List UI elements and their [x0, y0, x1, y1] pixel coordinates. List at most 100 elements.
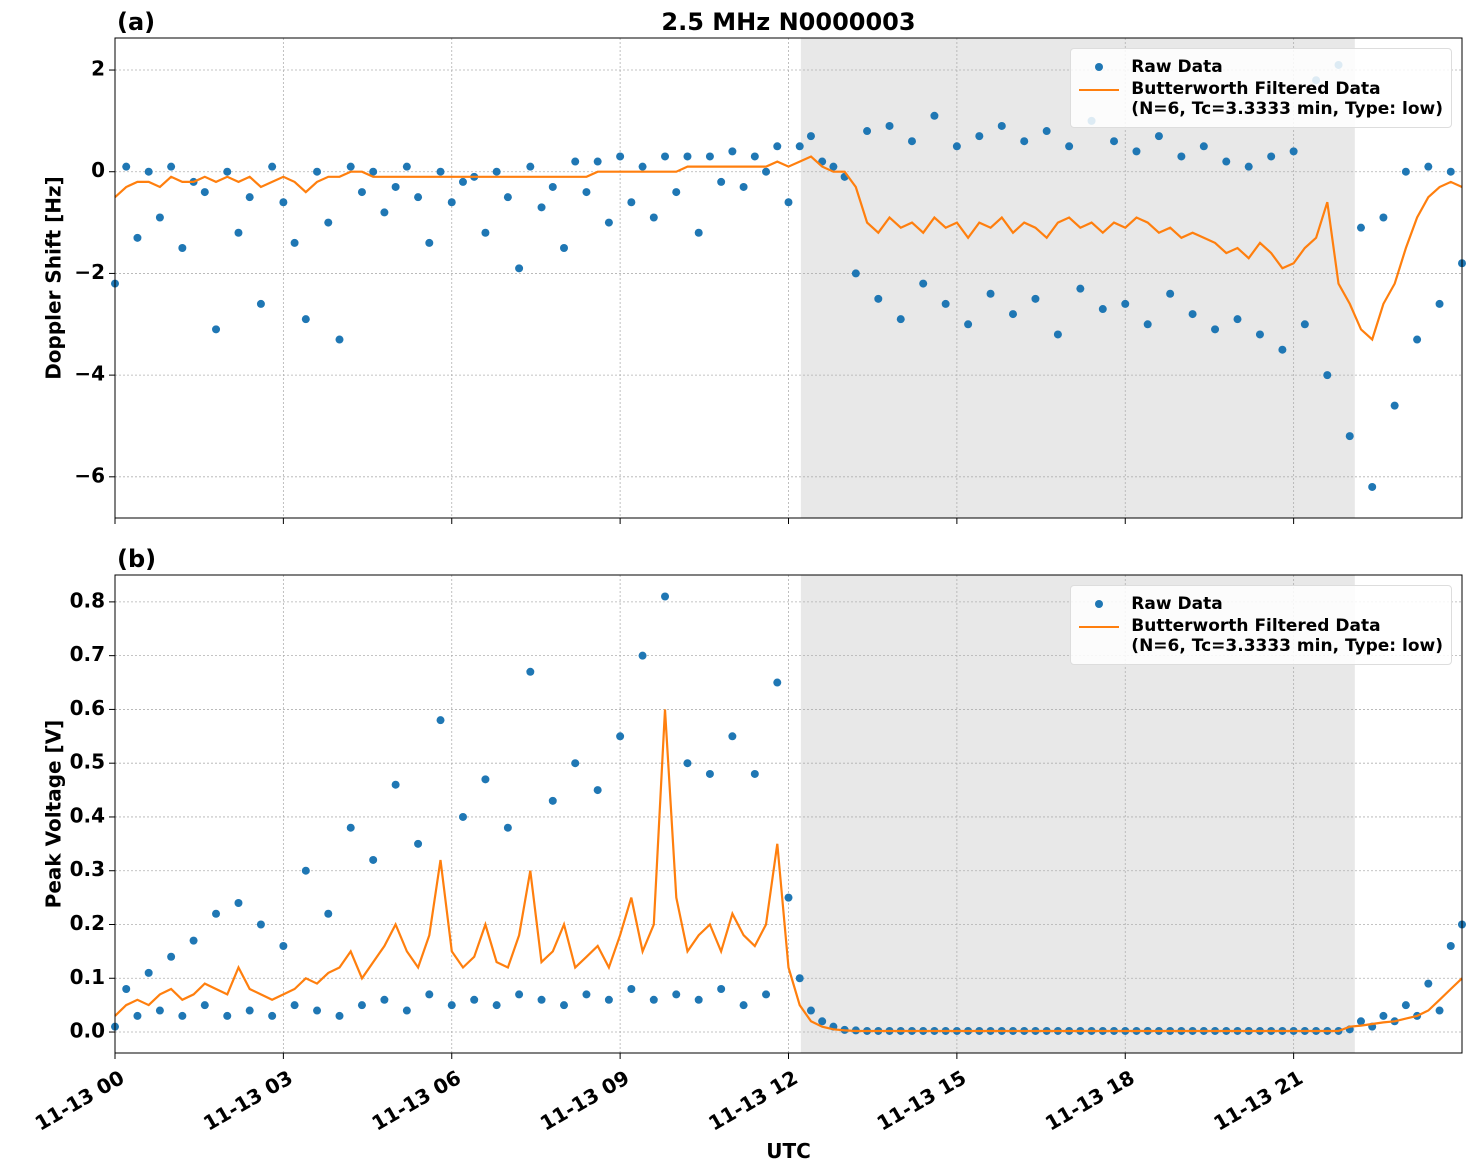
- raw-point: [952, 142, 961, 151]
- raw-point: [1121, 299, 1130, 308]
- raw-point: [1390, 401, 1399, 410]
- raw-point: [717, 177, 726, 186]
- raw-point: [391, 780, 400, 789]
- raw-point: [1345, 432, 1354, 441]
- raw-point: [806, 1006, 815, 1015]
- plot-frame: [114, 37, 1463, 519]
- plot-frame: [114, 574, 1463, 1054]
- raw-point: [1098, 305, 1107, 314]
- legend-entry: Raw Data: [1079, 57, 1443, 77]
- raw-point: [447, 198, 456, 207]
- raw-point: [380, 995, 389, 1004]
- y-tick-label: 0.2: [70, 911, 105, 935]
- raw-point: [672, 990, 681, 999]
- raw-point: [447, 1001, 456, 1010]
- y-tick-label: 2: [91, 57, 105, 81]
- raw-point: [728, 147, 737, 156]
- raw-point: [739, 182, 748, 191]
- x-tick-label: 11-13 03: [199, 1065, 297, 1135]
- raw-point: [245, 1006, 254, 1015]
- raw-point: [1166, 289, 1175, 298]
- y-tick-label: −6: [74, 463, 105, 487]
- raw-point: [1110, 137, 1119, 146]
- legend-label: Raw Data: [1131, 57, 1223, 77]
- raw-point: [829, 162, 838, 171]
- raw-point: [1188, 310, 1197, 319]
- raw-point: [919, 279, 928, 288]
- raw-point: [155, 213, 164, 222]
- legend-label: Butterworth Filtered Data (N=6, Tc=3.333…: [1131, 79, 1443, 119]
- raw-point: [784, 198, 793, 207]
- raw-point: [458, 812, 467, 821]
- raw-point: [739, 1001, 748, 1010]
- raw-point: [1379, 213, 1388, 222]
- raw-point: [593, 157, 602, 166]
- legend-key: [1079, 57, 1119, 77]
- x-tick-label: 11-13 06: [367, 1065, 465, 1135]
- raw-point: [503, 823, 512, 832]
- y-axis-label: Doppler Shift [Hz]: [42, 176, 66, 380]
- raw-point: [1244, 162, 1253, 171]
- raw-point: [122, 985, 131, 994]
- raw-point: [1368, 482, 1377, 491]
- legend-entry: Butterworth Filtered Data (N=6, Tc=3.333…: [1079, 616, 1443, 656]
- raw-point: [290, 238, 299, 247]
- raw-point: [1435, 1006, 1444, 1015]
- raw-point: [1379, 1011, 1388, 1020]
- raw-point: [705, 152, 714, 161]
- raw-point: [357, 188, 366, 197]
- raw-point: [167, 952, 176, 961]
- raw-point: [1289, 147, 1298, 156]
- raw-point: [582, 990, 591, 999]
- raw-point: [189, 936, 198, 945]
- raw-point: [1267, 152, 1276, 161]
- raw-point: [268, 162, 277, 171]
- raw-point: [1065, 142, 1074, 151]
- raw-point: [256, 920, 265, 929]
- raw-point: [649, 213, 658, 222]
- raw-point: [986, 289, 995, 298]
- raw-point: [481, 228, 490, 237]
- raw-point: [1401, 167, 1410, 176]
- raw-point: [436, 167, 445, 176]
- raw-point: [683, 152, 692, 161]
- raw-point: [133, 1011, 142, 1020]
- y-axis-label: Peak Voltage [V]: [42, 720, 66, 909]
- raw-point: [1435, 299, 1444, 308]
- raw-point: [1413, 335, 1422, 344]
- raw-point: [661, 152, 670, 161]
- raw-point: [930, 111, 939, 120]
- raw-point: [1300, 320, 1309, 329]
- raw-point: [795, 142, 804, 151]
- raw-point: [683, 759, 692, 768]
- raw-point: [638, 651, 647, 660]
- raw-point: [526, 667, 535, 676]
- raw-point: [694, 995, 703, 1004]
- raw-point: [234, 228, 243, 237]
- legend: Raw Data Butterworth Filtered Data (N=6, …: [1070, 48, 1452, 128]
- raw-point: [728, 732, 737, 741]
- raw-point: [627, 198, 636, 207]
- raw-point: [548, 182, 557, 191]
- legend-entry: Raw Data: [1079, 594, 1443, 614]
- raw-point: [122, 162, 131, 171]
- raw-point: [223, 167, 232, 176]
- raw-point: [1356, 223, 1365, 232]
- raw-point: [1278, 345, 1287, 354]
- raw-point: [402, 162, 411, 171]
- legend-key: [1079, 79, 1120, 99]
- raw-point: [346, 823, 355, 832]
- filtered-line: [114, 155, 1463, 342]
- raw-point: [773, 142, 782, 151]
- x-axis-label: UTC: [766, 1139, 811, 1163]
- legend-key: [1079, 594, 1119, 614]
- raw-point: [560, 1001, 568, 1010]
- raw-point: [313, 167, 322, 176]
- y-tick-label: 0.4: [70, 803, 105, 827]
- raw-point: [503, 193, 512, 202]
- raw-point: [649, 995, 658, 1004]
- raw-point: [301, 866, 310, 875]
- y-tick-label: 0.6: [70, 696, 105, 720]
- raw-point: [661, 592, 670, 601]
- y-tick-label: 0.1: [70, 965, 105, 989]
